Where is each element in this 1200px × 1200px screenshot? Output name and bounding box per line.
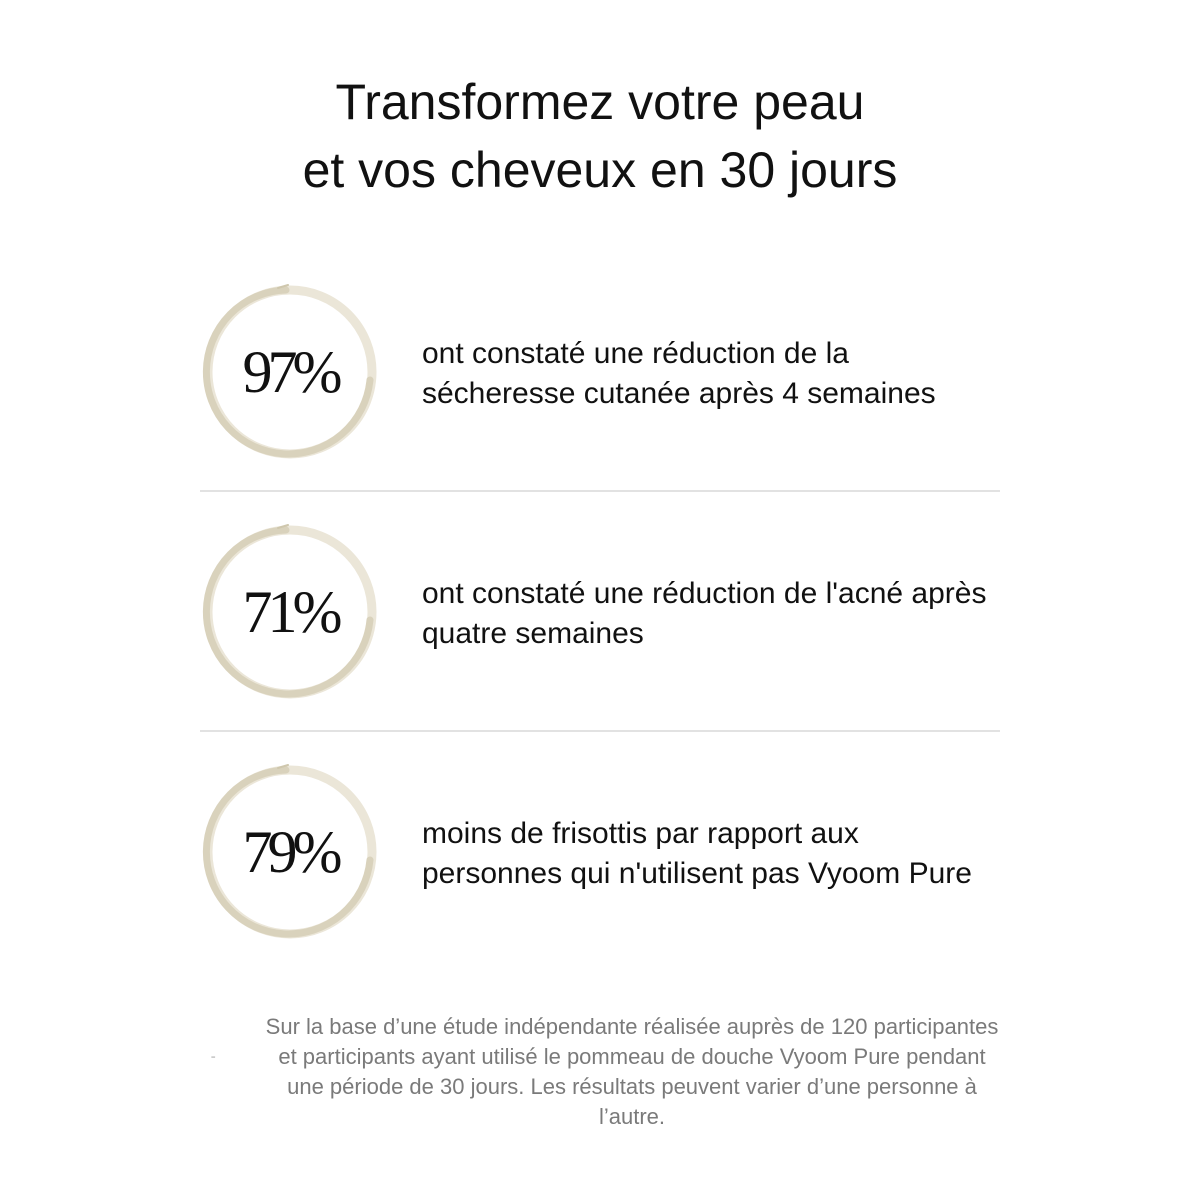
stat-description: ont constaté une réduction de l'acné apr… xyxy=(422,577,987,650)
title-line-2: et vos cheveux en 30 jours xyxy=(302,142,898,198)
study-footnote: Sur la base d’une étude indépendante réa… xyxy=(265,1014,999,1129)
stat-percent: 79% xyxy=(242,819,343,885)
brush-ring-icon xyxy=(200,762,380,942)
stat-row-dryness: 97% ont constaté une réduction de la séc… xyxy=(200,252,1000,492)
title-line-1: Transformez votre peau xyxy=(335,74,865,130)
divider xyxy=(200,730,1000,732)
brush-ring-icon xyxy=(200,522,380,702)
stat-row-frizz: 79% moins de frisottis par rapport aux p… xyxy=(200,732,1000,972)
page-title: Transformez votre peau et vos cheveux en… xyxy=(0,68,1200,204)
stat-description: ont constaté une réduction de la séchere… xyxy=(422,337,936,410)
brush-ring-icon xyxy=(200,282,380,462)
stat-percent: 97% xyxy=(242,339,343,405)
stat-percent: 71% xyxy=(242,579,343,645)
divider xyxy=(200,490,1000,492)
tick-mark: ˉ xyxy=(211,1053,216,1069)
stat-description: moins de frisottis par rapport aux perso… xyxy=(422,817,972,890)
stat-row-acne: 71% ont constaté une réduction de l'acné… xyxy=(200,492,1000,732)
